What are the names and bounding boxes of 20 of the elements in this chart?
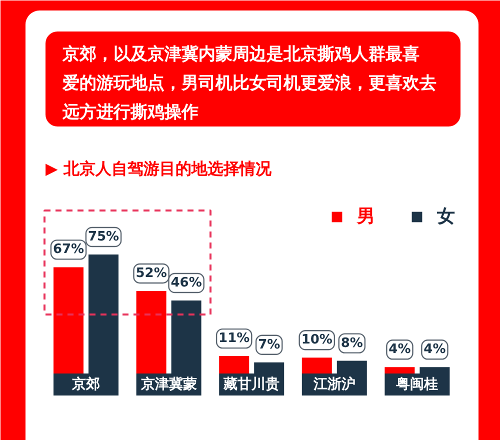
data-label: 46% [170,276,202,291]
data-label: 8% [340,336,363,351]
data-label: 11% [218,331,250,346]
data-label: 52% [136,266,167,281]
data-label: 10% [301,332,332,348]
bar [384,367,415,374]
data-label: 4% [424,342,446,358]
x-tick-label: 江浙沪 [312,376,356,392]
legend-label: 女 [437,205,456,228]
data-label: 4% [388,342,411,358]
data-label: 7% [258,337,280,352]
legend-label: 男 [357,205,376,228]
x-tick-label: 京津冀蒙 [140,376,197,392]
x-tick-label: 京郊 [71,376,100,392]
x-tick-label: 粤闽桂 [395,376,438,392]
data-label: 75% [88,230,120,244]
chart-subtitle: ▶ 北京人自驾游目的地选择情况 [46,159,272,178]
chart-title: 京郊，以及京津冀内蒙周边是北京撕鸡人群最喜爱的游玩地点，男司机比女司机更爱浪，更喜欢去远方进行撕鸡操作 [62,44,436,122]
data-label: 67% [52,242,84,258]
x-tick-label: 藏甘川贵 [222,376,280,392]
